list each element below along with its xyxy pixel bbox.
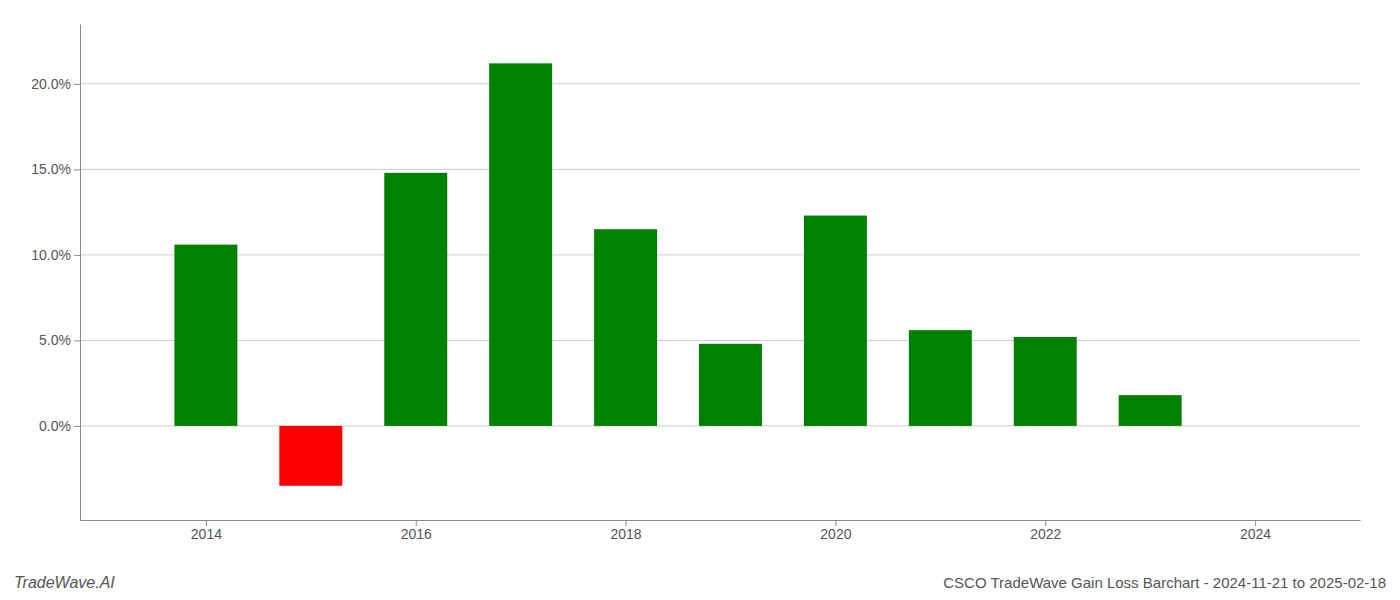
- grid-line: [80, 83, 1360, 84]
- tick-label: 20.0%: [31, 76, 71, 92]
- grid: [80, 84, 1360, 426]
- y-tick: 15.0%: [31, 161, 80, 177]
- x-tick: 2020: [820, 520, 851, 542]
- tick-label: 2022: [1030, 526, 1061, 542]
- bar: [279, 426, 342, 486]
- tick-mark: [74, 255, 80, 256]
- x-tick: 2022: [1030, 520, 1061, 542]
- y-axis: 0.0% 5.0% 10.0% 15.0% 20.0%: [31, 25, 80, 521]
- title: CSCO TradeWave Gain Loss Barchart - 2024…: [943, 574, 1386, 591]
- axis-line: [80, 25, 81, 521]
- tick-label: 10.0%: [31, 247, 71, 263]
- tick-mark: [74, 426, 80, 427]
- bars: [174, 63, 1181, 485]
- x-tick: 2018: [610, 520, 641, 542]
- tick-label: 5.0%: [39, 332, 71, 348]
- grid-line: [80, 169, 1360, 170]
- y-tick: 0.0%: [39, 418, 80, 434]
- tick-mark: [74, 169, 80, 170]
- bar: [909, 330, 972, 426]
- bar: [174, 245, 237, 426]
- tick-mark: [74, 340, 80, 341]
- bar: [804, 216, 867, 426]
- x-tick: 2014: [191, 520, 222, 542]
- tick-label: 2018: [610, 526, 641, 542]
- tick-label: 15.0%: [31, 161, 71, 177]
- bar: [699, 344, 762, 426]
- x-tick: 2024: [1240, 520, 1271, 542]
- y-tick: 10.0%: [31, 247, 80, 263]
- grid-line: [80, 340, 1360, 341]
- y-tick: 5.0%: [39, 332, 80, 348]
- tick-mark: [74, 84, 80, 85]
- bar: [489, 63, 552, 426]
- bar: [1119, 395, 1182, 426]
- grid-line: [80, 254, 1360, 255]
- chart: 2014 2016 2018 2020 2022 2024 0.0% 5.0% 10.0% 15.…: [0, 0, 1400, 600]
- tick-label: 2024: [1240, 526, 1271, 542]
- axis-line: [81, 520, 1361, 521]
- x-axis: 2014 2016 2018 2020 2022 2024: [81, 520, 1361, 542]
- y-tick: 20.0%: [31, 76, 80, 92]
- x-tick: 2016: [401, 520, 432, 542]
- bar: [1014, 337, 1077, 426]
- tick-label: 0.0%: [39, 418, 71, 434]
- tick-label: 2014: [191, 526, 222, 542]
- bar: [594, 229, 657, 426]
- tick-label: 2020: [820, 526, 851, 542]
- tick-label: 2016: [401, 526, 432, 542]
- bar: [384, 173, 447, 426]
- watermark: TradeWave.AI: [14, 574, 115, 591]
